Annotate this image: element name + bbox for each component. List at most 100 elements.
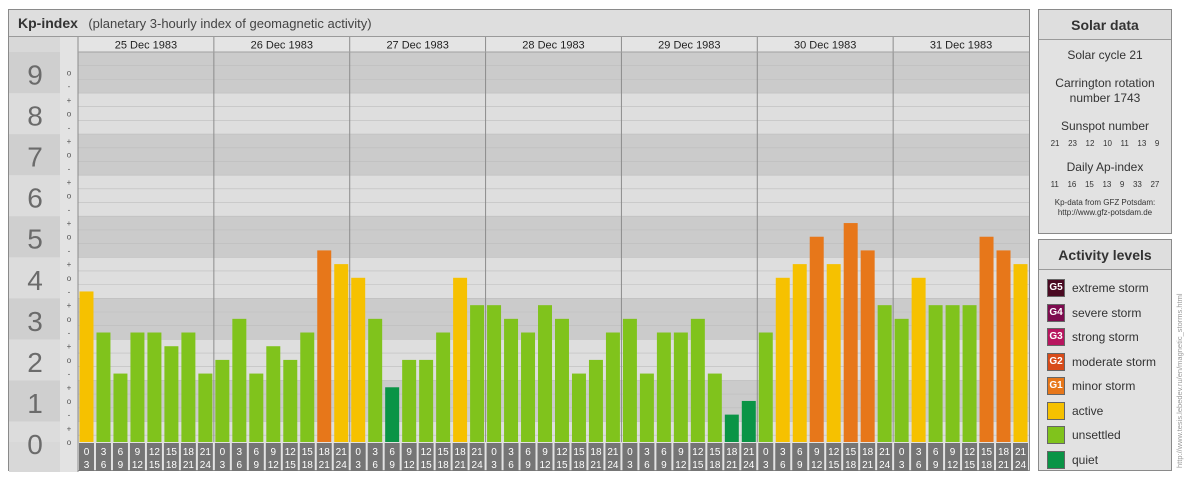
time-tick-end: 24 xyxy=(879,460,891,471)
time-tick-box xyxy=(316,443,332,471)
y-label-band xyxy=(9,421,60,442)
kp-bar xyxy=(300,332,315,442)
time-tick-end: 6 xyxy=(372,460,378,471)
y-minor-tick: - xyxy=(68,329,71,338)
time-tick-end: 15 xyxy=(421,460,433,471)
kp-bar xyxy=(758,332,773,442)
time-tick-box xyxy=(469,443,485,471)
kp-bar xyxy=(996,250,1011,442)
time-tick-box xyxy=(860,443,876,471)
time-tick-start: 3 xyxy=(508,447,514,458)
time-tick-box xyxy=(758,443,774,471)
time-tick-start: 6 xyxy=(389,447,395,458)
legend-label: quiet xyxy=(1072,452,1099,467)
sunspot-number-row: 21 23 12 10 11 13 9 xyxy=(1039,139,1171,148)
time-tick-end: 18 xyxy=(438,460,450,471)
time-tick-box xyxy=(248,443,264,471)
time-tick-start: 12 xyxy=(421,447,433,458)
time-tick-start: 18 xyxy=(319,447,331,458)
legend-swatch xyxy=(1047,450,1065,469)
time-tick-end: 15 xyxy=(556,460,568,471)
time-tick-start: 0 xyxy=(491,447,497,458)
time-tick-start: 15 xyxy=(709,447,721,458)
y-label-band xyxy=(9,93,60,135)
legend-item: G3 strong storm xyxy=(1047,325,1171,350)
time-tick-end: 24 xyxy=(200,460,212,471)
time-tick-box xyxy=(775,443,791,471)
kp-bar xyxy=(639,373,654,442)
time-tick-end: 12 xyxy=(675,460,687,471)
time-tick-start: 18 xyxy=(726,447,738,458)
time-tick-box xyxy=(792,443,808,471)
time-tick-box xyxy=(741,443,757,471)
y-minor-tick: + xyxy=(67,96,72,105)
legend-swatch: G2 xyxy=(1047,352,1065,371)
time-tick-start: 21 xyxy=(472,447,484,458)
time-tick-end: 18 xyxy=(573,460,585,471)
kp-bar xyxy=(521,332,536,442)
kp-bar xyxy=(96,332,111,442)
time-tick-end: 18 xyxy=(709,460,721,471)
source-link[interactable]: http://www.gfz-potsdam.de xyxy=(1057,208,1153,217)
time-tick-start: 18 xyxy=(183,447,195,458)
time-tick-start: 9 xyxy=(406,447,412,458)
time-tick-start: 18 xyxy=(590,447,602,458)
carrington-line-1: Carrington rotation xyxy=(1055,76,1155,90)
time-tick-box xyxy=(95,443,111,471)
time-tick-end: 3 xyxy=(84,460,90,471)
sunspot-number: 23 xyxy=(1068,139,1077,148)
time-tick-box xyxy=(554,443,570,471)
kp-chart: 0123456789o+-o+-o+-o+-o+-o+-o+-o+-o+-o25… xyxy=(9,37,1029,472)
kp-bar xyxy=(147,332,162,442)
y-minor-tick: - xyxy=(68,205,71,214)
y-tick-label: 9 xyxy=(27,60,43,91)
legend-label: active xyxy=(1072,403,1104,418)
y-tick-label: 3 xyxy=(27,306,43,337)
credit-text: http://www.tesis.lebedev.ru/en/magnetic_… xyxy=(1175,293,1184,468)
y-tick-label: 2 xyxy=(27,347,43,378)
time-tick-box xyxy=(486,443,502,471)
time-tick-end: 12 xyxy=(947,460,959,471)
legend-label: strong storm xyxy=(1072,330,1139,345)
time-tick-start: 9 xyxy=(814,447,820,458)
time-tick-start: 18 xyxy=(455,447,467,458)
kp-bar xyxy=(809,236,824,442)
time-tick-start: 18 xyxy=(998,447,1010,458)
time-tick-box xyxy=(435,443,451,471)
kp-bar xyxy=(894,318,909,442)
time-tick-box xyxy=(231,443,247,471)
y-label-band xyxy=(9,175,60,217)
time-tick-end: 6 xyxy=(508,460,514,471)
sunspot-number: 21 xyxy=(1050,139,1060,148)
ap-label: Daily Ap-index xyxy=(1066,160,1144,174)
y-minor-tick: - xyxy=(68,246,71,255)
time-tick-end: 12 xyxy=(268,460,280,471)
time-tick-box xyxy=(826,443,842,471)
y-tick-label: 6 xyxy=(27,183,43,214)
sunspot-number: 12 xyxy=(1085,139,1095,148)
y-minor-tick: o xyxy=(67,356,72,365)
level-band xyxy=(78,216,1029,258)
time-tick-box xyxy=(367,443,383,471)
time-tick-end: 6 xyxy=(780,460,786,471)
day-label: 25 Dec 1983 xyxy=(115,40,177,52)
time-tick-box xyxy=(707,443,723,471)
legend-swatch: G4 xyxy=(1047,303,1065,322)
y-label-band xyxy=(9,52,60,94)
time-tick-end: 21 xyxy=(862,460,874,471)
time-tick-start: 18 xyxy=(862,447,874,458)
time-tick-box xyxy=(605,443,621,471)
kp-bar xyxy=(979,236,994,442)
time-tick-start: 9 xyxy=(542,447,548,458)
sunspot-number: 13 xyxy=(1137,139,1147,148)
y-minor-tick: + xyxy=(67,178,72,187)
time-tick-end: 18 xyxy=(845,460,857,471)
time-tick-end: 24 xyxy=(472,460,484,471)
legend-label: severe storm xyxy=(1072,305,1142,320)
time-tick-end: 12 xyxy=(539,460,551,471)
legend-label: unsettled xyxy=(1072,428,1121,443)
kp-bar xyxy=(232,318,247,442)
time-tick-box xyxy=(129,443,145,471)
kp-bar xyxy=(130,332,145,442)
kp-bar xyxy=(555,318,569,442)
